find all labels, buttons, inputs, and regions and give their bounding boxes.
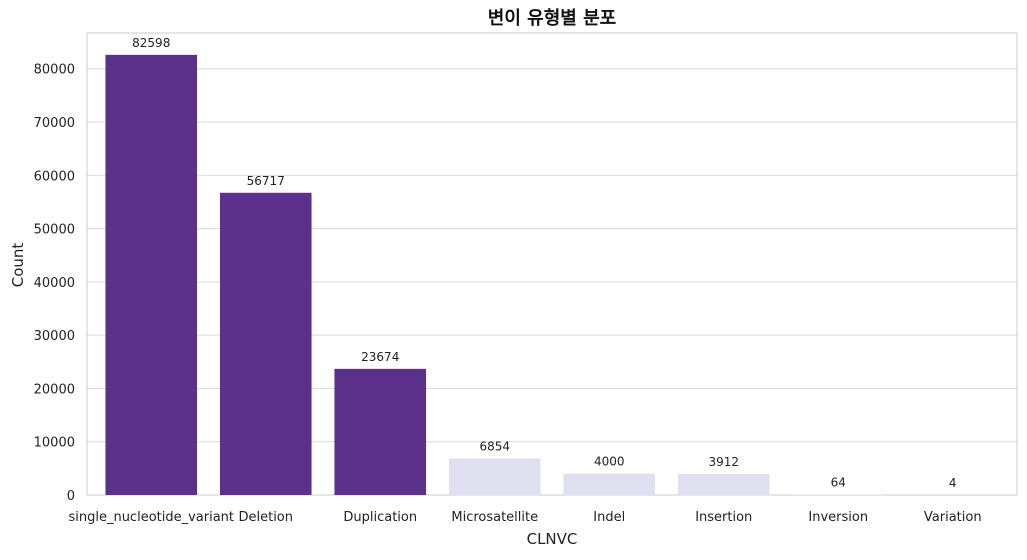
bars [105, 54, 999, 496]
y-tick-label: 10000 [34, 436, 75, 451]
x-tick-label: Duplication [343, 510, 417, 525]
data-label: 6854 [479, 439, 510, 453]
x-tick-labels: single_nucleotide_variant Deletion Duplica… [68, 510, 981, 525]
data-label: 23674 [361, 350, 399, 364]
y-tick-label: 70000 [34, 116, 75, 131]
bar [105, 54, 198, 496]
x-tick-label: Variation [924, 510, 982, 525]
data-label: 4000 [594, 455, 625, 469]
y-tick-label: 30000 [34, 329, 75, 344]
y-tick-label: 80000 [34, 63, 75, 78]
x-tick-label: Indel [593, 510, 625, 525]
data-label: 3912 [708, 455, 739, 469]
x-axis-title: CLNVC [527, 530, 578, 548]
y-tick-label: 60000 [34, 169, 75, 184]
plot-frame [86, 32, 1018, 496]
bar [448, 458, 541, 495]
x-tick-label: Deletion [238, 510, 293, 525]
data-label: 82598 [132, 36, 170, 50]
y-tick-label: 20000 [34, 382, 75, 397]
data-label: 56717 [247, 174, 285, 188]
y-tick-label: 50000 [34, 223, 75, 238]
x-tick-label: single_nucleotide_variant [68, 510, 234, 525]
chart-title: 변이 유형별 분포 [488, 8, 616, 29]
y-axis-title: Count [9, 243, 27, 288]
y-tick-label: 40000 [34, 276, 75, 291]
y-tick-labels: 0 10000 20000 30000 40000 50000 60000 70000 8000… [34, 63, 75, 504]
data-labels: 82598 56717 23674 6854 4000 3912 64 4 [132, 36, 956, 490]
y-tick-label: 0 [67, 489, 75, 504]
x-tick-label: Insertion [695, 510, 752, 525]
bar [563, 473, 656, 495]
bar [219, 192, 312, 495]
bar [677, 474, 770, 495]
x-tick-label: Microsatellite [451, 510, 538, 525]
data-label: 4 [949, 476, 957, 490]
data-label: 64 [831, 476, 846, 490]
x-tick-label: Inversion [808, 510, 868, 525]
bar [334, 368, 427, 495]
